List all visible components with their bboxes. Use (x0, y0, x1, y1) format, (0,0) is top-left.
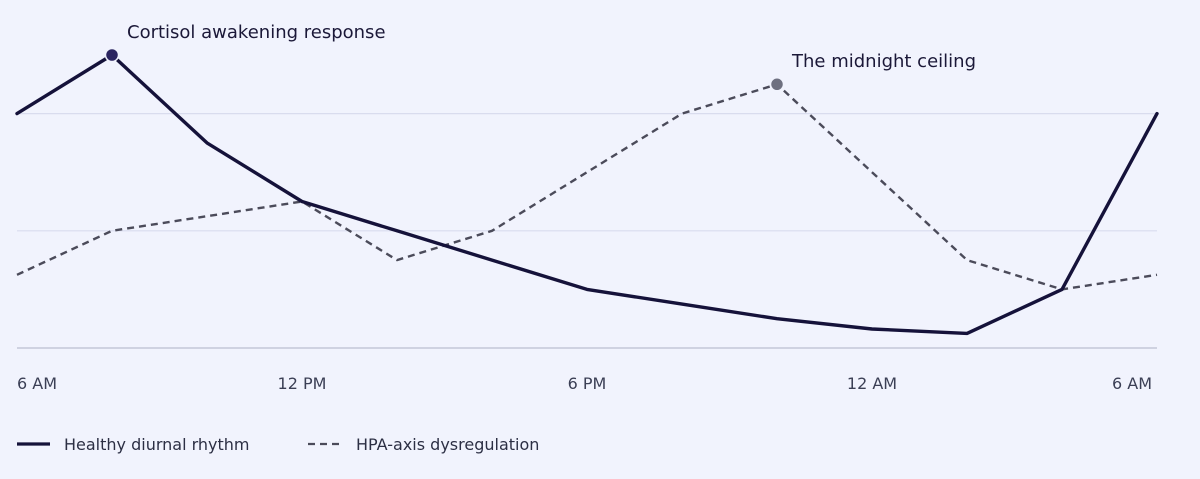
series-line-dysregulation (16, 83, 1158, 291)
legend-item-healthy[interactable]: Healthy diurnal rhythm (17, 435, 250, 454)
grid-lines (17, 112, 1157, 232)
legend-label-healthy: Healthy diurnal rhythm (64, 435, 250, 454)
series-lines (15, 53, 1159, 336)
x-tick-label: 6 AM (1112, 374, 1152, 393)
x-tick-label: 6 PM (568, 374, 607, 393)
annotation-marker-midnight (769, 77, 785, 92)
x-axis-ticks: 6 AM 12 PM 6 PM 12 AM 6 AM (17, 374, 1152, 393)
legend: Healthy diurnal rhythm HPA-axis dysregul… (17, 435, 539, 454)
annotation-midnight-ceiling: The midnight ceiling (791, 51, 976, 72)
annotation-marker-awakening (104, 47, 120, 63)
legend-label-dysregulation: HPA-axis dysregulation (356, 435, 539, 454)
annotation-markers (104, 47, 785, 92)
x-tick-label: 12 PM (278, 374, 327, 393)
annotation-cortisol-awakening: Cortisol awakening response (127, 22, 386, 43)
series-line-healthy (15, 53, 1159, 336)
x-tick-label: 12 AM (847, 374, 897, 393)
x-tick-label: 6 AM (17, 374, 57, 393)
legend-item-dysregulation[interactable]: HPA-axis dysregulation (308, 435, 539, 454)
